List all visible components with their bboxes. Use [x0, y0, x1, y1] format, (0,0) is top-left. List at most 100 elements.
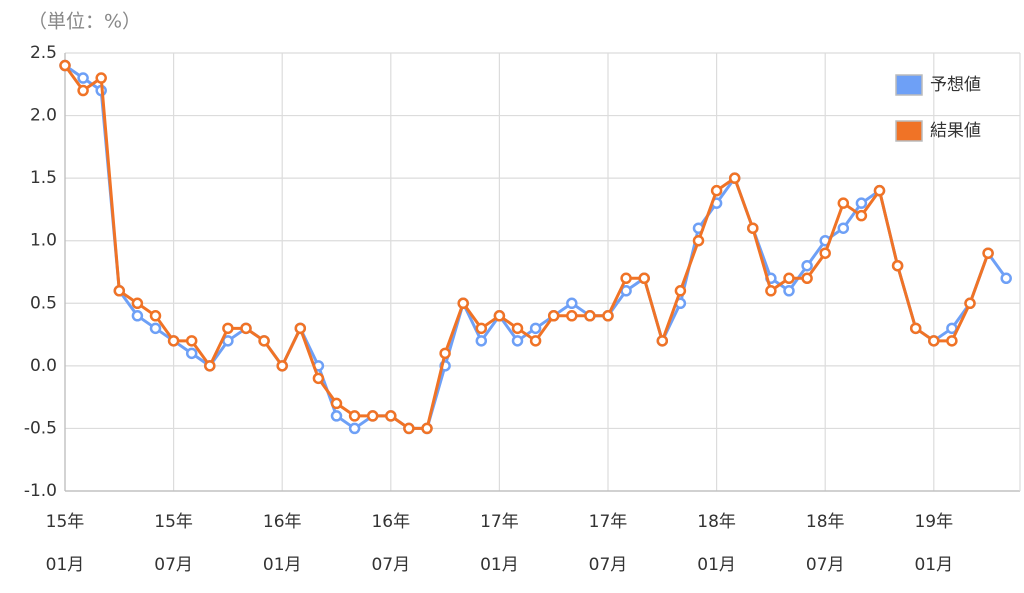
- x-tick-label: 01月: [263, 555, 302, 575]
- x-tick-label: 01月: [697, 555, 736, 575]
- data-point: [692, 234, 705, 247]
- data-point: [620, 272, 632, 285]
- y-axis-label: （単位：%）: [28, 11, 141, 33]
- data-point: [801, 272, 813, 285]
- x-tick-label: 07月: [154, 555, 193, 575]
- legend-label: 結果値: [930, 121, 981, 141]
- data-point: [584, 310, 596, 322]
- data-point: [656, 335, 669, 347]
- data-point: [77, 72, 89, 84]
- data-point: [475, 322, 488, 335]
- data-point: [403, 422, 415, 435]
- data-point: [855, 209, 868, 222]
- y-tick-label: 0.0: [30, 356, 57, 376]
- legend-label: 予想値: [930, 75, 981, 95]
- data-point: [59, 59, 71, 72]
- data-point: [801, 259, 813, 272]
- data-point: [366, 410, 379, 422]
- y-tick-label: -0.5: [24, 418, 57, 438]
- data-point: [240, 322, 252, 335]
- data-point: [547, 310, 560, 322]
- y-tick-label: -1.0: [24, 481, 57, 501]
- data-point: [891, 259, 904, 272]
- y-tick-label: 2.0: [30, 106, 57, 126]
- x-tick-label: 07月: [371, 555, 410, 575]
- data-point: [185, 335, 198, 347]
- x-tick-label: 19年: [914, 512, 953, 532]
- data-point: [946, 335, 958, 347]
- data-point: [674, 285, 687, 297]
- x-tick-label: 01月: [46, 555, 85, 575]
- data-point: [457, 297, 469, 310]
- data-point: [566, 297, 578, 310]
- data-point: [222, 322, 234, 335]
- data-point: [312, 372, 325, 385]
- data-point: [928, 335, 940, 347]
- data-point: [819, 247, 831, 259]
- x-tick-label: 17年: [589, 512, 628, 532]
- data-point: [602, 310, 614, 322]
- x-tick-label: 01月: [480, 555, 519, 575]
- y-tick-label: 1.0: [30, 231, 57, 251]
- data-point: [638, 272, 650, 285]
- x-tick-label: 17年: [480, 512, 519, 532]
- legend-swatch: [895, 74, 923, 96]
- data-point: [204, 360, 216, 372]
- data-point: [783, 285, 795, 297]
- data-point: [837, 197, 850, 209]
- y-tick-label: 2.5: [30, 43, 57, 63]
- data-point: [765, 285, 777, 297]
- data-point: [77, 84, 89, 97]
- x-tick-label: 07月: [806, 555, 845, 575]
- data-point: [475, 335, 488, 347]
- data-point: [385, 410, 397, 422]
- data-point: [348, 410, 361, 422]
- data-point: [294, 322, 307, 335]
- x-tick-label: 01月: [914, 555, 953, 575]
- data-point: [964, 297, 976, 310]
- x-tick-label: 16年: [263, 512, 302, 532]
- y-tick-label: 0.5: [30, 293, 57, 313]
- legend-swatch: [895, 120, 923, 142]
- data-point: [330, 397, 343, 410]
- data-point: [728, 172, 741, 184]
- data-point: [493, 310, 506, 322]
- y-tick-label: 1.5: [30, 168, 57, 188]
- data-point: [421, 422, 433, 435]
- data-point: [131, 297, 144, 310]
- data-point: [783, 272, 795, 285]
- data-point: [167, 335, 180, 347]
- data-point: [1000, 272, 1012, 285]
- data-point: [710, 184, 723, 197]
- x-tick-label: 07月: [589, 555, 628, 575]
- data-point: [511, 335, 524, 347]
- data-point: [276, 360, 288, 372]
- data-point: [873, 184, 886, 197]
- data-point: [131, 310, 144, 322]
- data-point: [529, 322, 542, 335]
- x-tick-label: 18年: [806, 512, 845, 532]
- data-point: [982, 247, 994, 259]
- data-point: [348, 422, 361, 435]
- data-point: [529, 335, 542, 347]
- data-point: [185, 347, 198, 360]
- x-tick-label: 18年: [697, 512, 736, 532]
- data-point: [149, 322, 162, 335]
- data-point: [258, 335, 270, 347]
- data-point: [113, 285, 126, 297]
- series-line: [63, 64, 990, 430]
- data-point: [909, 322, 922, 335]
- data-point: [330, 410, 343, 422]
- data-point: [439, 347, 451, 360]
- x-tick-label: 16年: [371, 512, 410, 532]
- x-tick-label: 15年: [46, 512, 85, 532]
- data-point: [855, 197, 868, 209]
- data-point: [511, 322, 524, 335]
- data-point: [837, 222, 850, 234]
- data-point: [747, 222, 759, 234]
- data-point: [149, 310, 162, 322]
- series-line: [64, 64, 1008, 430]
- x-tick-label: 15年: [154, 512, 193, 532]
- data-point: [566, 310, 578, 322]
